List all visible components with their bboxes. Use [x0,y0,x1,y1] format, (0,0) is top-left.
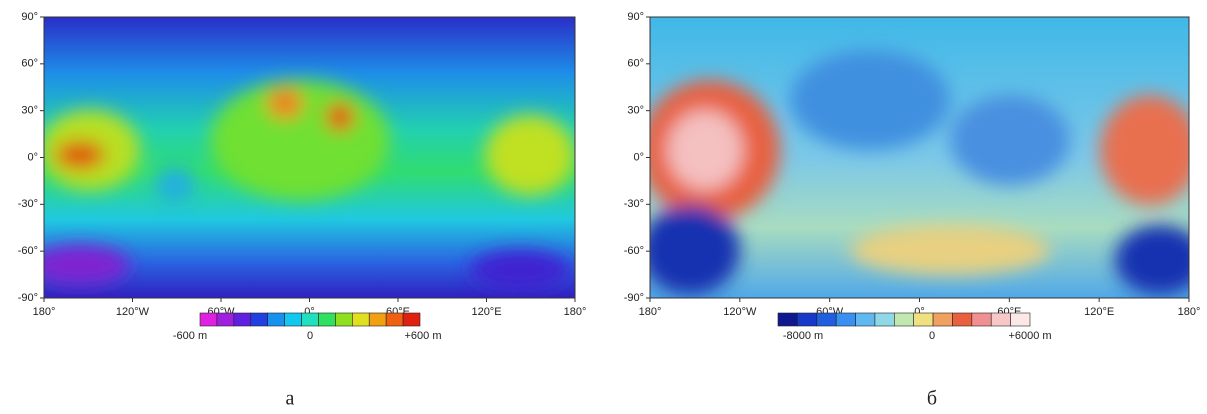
colorbar-label: +600 m [405,330,442,342]
colorbar-segment [216,312,235,327]
colorbar-label: 0 [307,330,313,342]
colorbar-segment [402,312,421,327]
y-tick-label: 0° [633,151,644,163]
colorbar-segment [797,312,818,327]
colorbar-segment [971,312,992,327]
colorbar-segment [368,312,387,327]
colorbar-segment [385,312,404,327]
y-tick-label: 90° [21,11,38,23]
colorbar-segment [301,312,319,327]
colorbar-segment [335,312,353,327]
x-tick-label: 120°E [471,306,501,318]
map-a [44,17,575,298]
y-tick-label: 30° [21,105,38,117]
y-tick-label: 0° [27,151,38,163]
y-tick-label: -60° [624,245,644,257]
y-tick-label: 30° [627,105,644,117]
x-tick-label: 120°W [116,306,150,318]
x-tick-label: 180° [1178,306,1201,318]
caption: а [286,388,295,410]
colorbar-segment [318,312,336,327]
colorbar-segment [874,312,895,327]
y-tick-label: -90° [624,292,644,304]
y-tick-label: -60° [18,245,38,257]
x-tick-label: 120°W [723,306,757,318]
colorbar-segment [284,312,302,327]
colorbar-segment [352,312,370,327]
x-tick-label: 180° [33,306,56,318]
y-tick-label: 60° [21,58,38,70]
x-tick-label: 0° [304,306,315,318]
colorbar-label: 0 [929,330,935,342]
y-tick-label: -30° [18,198,38,210]
colorbar-segment [952,312,973,327]
x-tick-label: 0° [914,306,925,318]
colorbar-segment [835,312,856,327]
colorbar-segment [894,312,914,327]
colorbar-label: -8000 m [783,330,823,342]
colorbar-segment [1010,312,1031,327]
colorbar-segment [913,312,934,327]
y-tick-label: 60° [627,58,644,70]
colorbar-segment [816,312,837,327]
colorbar-segment [990,312,1011,327]
colorbar-segment [267,312,285,327]
colorbar-segment [199,312,218,327]
colorbar-label: -600 m [173,330,207,342]
x-tick-label: 120°E [1084,306,1114,318]
colorbar-segment [777,312,798,327]
colorbar-segment [250,312,268,327]
x-tick-label: 180° [639,306,662,318]
y-tick-label: 90° [627,11,644,23]
y-tick-label: -90° [18,292,38,304]
y-tick-label: -30° [624,198,644,210]
x-tick-label: 180° [564,306,587,318]
colorbar-segment [855,312,876,327]
caption: б [927,388,937,410]
colorbar-label: +6000 m [1008,330,1051,342]
colorbar-segment [233,312,252,327]
map-b [650,17,1189,298]
colorbar-segment [932,312,953,327]
